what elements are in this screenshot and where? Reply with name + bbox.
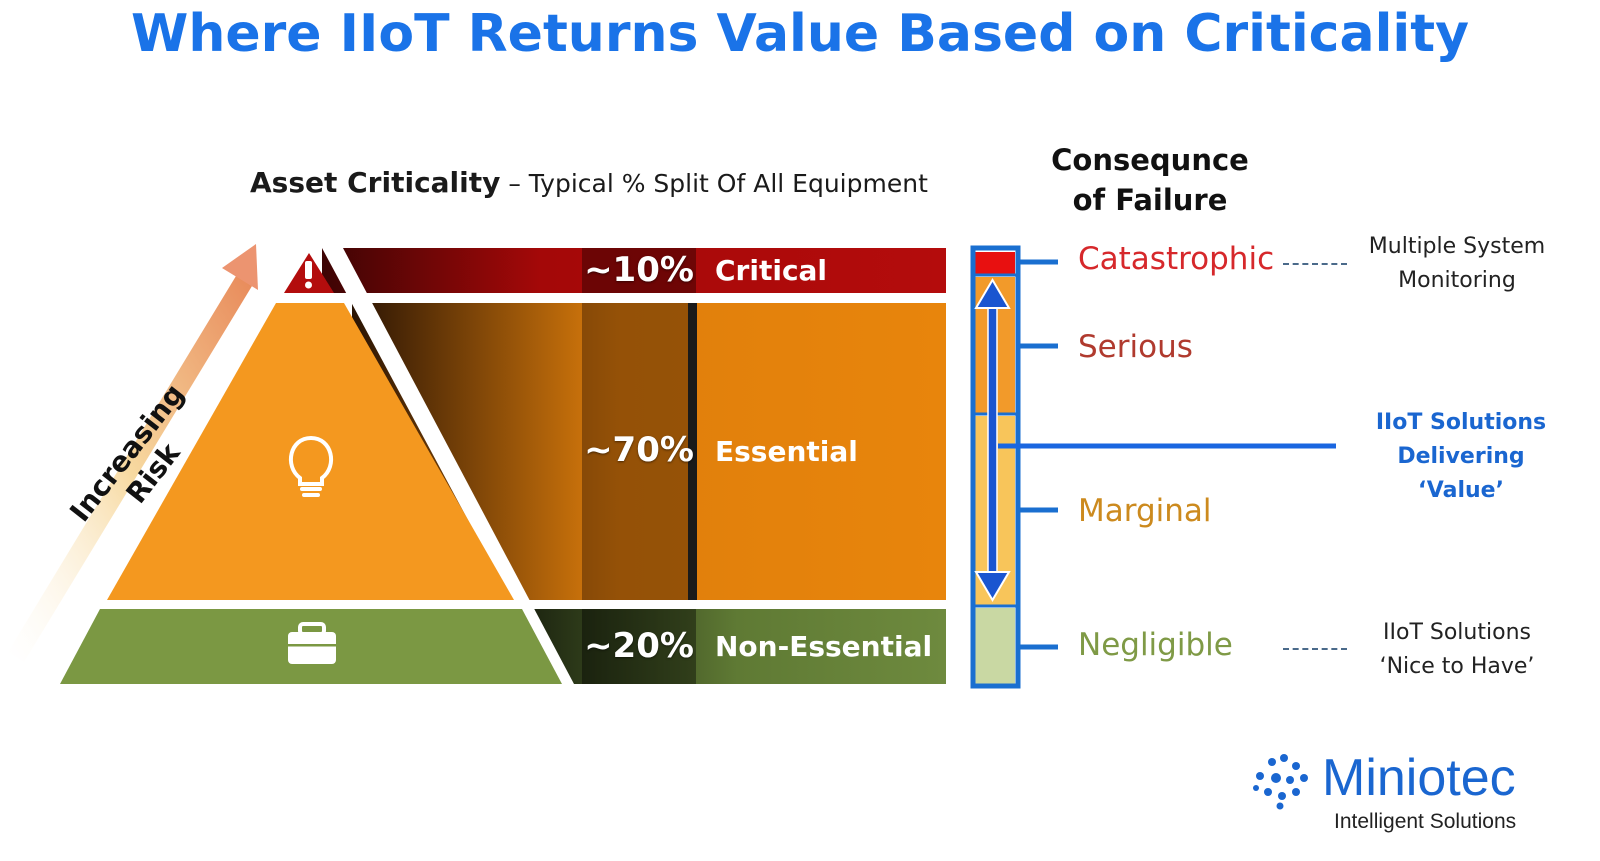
consequence-heading-line1: Consequnce xyxy=(1051,143,1249,177)
risk-arrow xyxy=(8,244,258,662)
catastrophic-note-line1: Multiple System xyxy=(1368,234,1546,259)
value-note: IIoT Solutions Delivering ‘Value’ xyxy=(1352,406,1570,508)
essential-label: Essential xyxy=(715,435,858,468)
logo-name: Miniotec xyxy=(1322,749,1516,807)
essential-percent: ~70% xyxy=(584,430,694,470)
negligible-dash xyxy=(1283,648,1347,650)
nonessential-label: Non-Essential xyxy=(715,630,933,663)
negligible-note: IIoT Solutions ‘Nice to Have’ xyxy=(1352,616,1562,684)
percent-divider xyxy=(688,303,697,600)
value-note-line1: IIoT Solutions xyxy=(1375,410,1547,435)
serious-label: Serious xyxy=(1078,329,1193,365)
critical-percent: ~10% xyxy=(584,250,694,290)
consequence-scale xyxy=(970,245,1336,689)
percent-column-essential xyxy=(582,303,696,600)
pyramid-middle xyxy=(107,303,514,600)
lightbulb-icon xyxy=(289,435,333,497)
marginal-label: Marginal xyxy=(1078,493,1212,529)
catastrophic-label: Catastrophic xyxy=(1078,241,1275,277)
value-range-arrow xyxy=(974,278,1011,602)
negligible-label: Negligible xyxy=(1078,627,1233,663)
catastrophic-note: Multiple System Monitoring xyxy=(1352,230,1562,298)
percent-column-nonessential xyxy=(582,609,696,684)
catastrophic-note-line2: Monitoring xyxy=(1398,268,1516,293)
subtitle-rest: – Typical % Split Of All Equipment xyxy=(500,169,928,198)
logo-tagline: Intelligent Solutions xyxy=(1334,810,1517,833)
warning-icon xyxy=(305,261,312,289)
nonessential-band xyxy=(528,609,946,684)
consequence-heading-line2: of Failure xyxy=(1072,183,1228,217)
percent-column-critical xyxy=(582,248,696,293)
subtitle-bold: Asset Criticality xyxy=(250,166,501,199)
logo-mark-icon xyxy=(1253,754,1308,810)
consequence-heading: Consequnce of Failure xyxy=(1040,140,1260,220)
catastrophic-dash xyxy=(1283,263,1347,265)
negligible-note-line1: IIoT Solutions xyxy=(1383,620,1531,645)
value-note-line2: Delivering ‘Value’ xyxy=(1397,444,1525,503)
critical-band xyxy=(322,248,946,293)
page-title: Where IIoT Returns Value Based on Critic… xyxy=(130,4,1469,64)
critical-label: Critical xyxy=(715,254,828,287)
nonessential-percent: ~20% xyxy=(584,626,694,666)
negligible-note-line2: ‘Nice to Have’ xyxy=(1379,654,1535,679)
briefcase-icon xyxy=(288,622,336,664)
pyramid-edge-separator xyxy=(322,248,574,684)
diagram-subtitle: Asset Criticality – Typical % Split Of A… xyxy=(250,166,970,199)
